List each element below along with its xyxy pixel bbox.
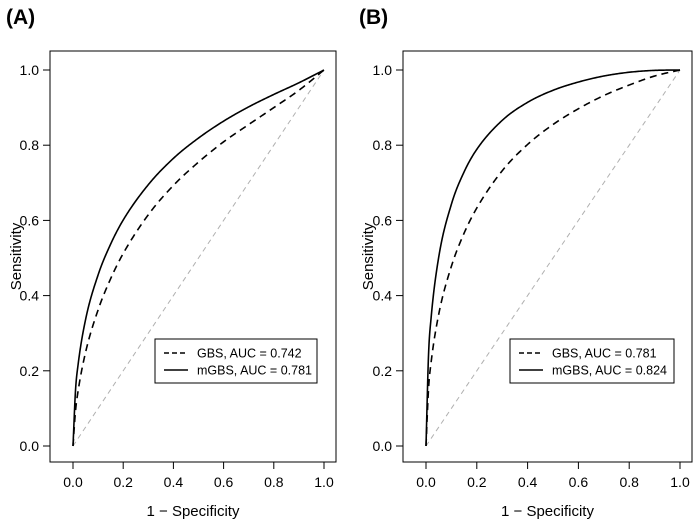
y-axis-label: Sensitivity <box>360 222 377 290</box>
x-tick-label: 0.0 <box>63 474 83 490</box>
plot-frame <box>49 50 337 463</box>
legend-entry: GBS, AUC = 0.742 <box>197 347 302 361</box>
legend-entry: mGBS, AUC = 0.824 <box>552 364 667 378</box>
y-tick-label: 0.2 <box>20 363 40 379</box>
x-tick-label: 0.6 <box>569 474 589 490</box>
panel-label: (B) <box>359 6 388 29</box>
mgbs-roc-curve <box>72 69 325 447</box>
x-tick-label: 0.6 <box>214 474 234 490</box>
y-tick-label: 0.0 <box>373 438 393 454</box>
y-tick-label: 0.6 <box>20 212 40 228</box>
legend-entry: mGBS, AUC = 0.781 <box>197 364 312 378</box>
legend-box <box>509 338 675 384</box>
roc-panel-b: (B) 0.0 0.2 0.4 0.6 0.8 1.0 0.0 0.2 0.4 0.6 0.8 1.0 1… <box>359 6 693 520</box>
y-tick-label: 0.8 <box>373 137 393 153</box>
y-tick-label: 0.2 <box>373 363 393 379</box>
panel-label: (A) <box>6 6 35 29</box>
x-axis-label: 1 − Specificity <box>501 503 594 520</box>
x-tick-label: 1.0 <box>314 474 334 490</box>
x-tick-label: 0.4 <box>518 474 538 490</box>
roc-panel-a: (A) 0.0 0.2 0.4 0.6 0.8 1.0 0.0 0.2 0.4 0.6 0.8 1.0 1… <box>6 6 337 520</box>
x-tick-label: 0.2 <box>467 474 487 490</box>
y-tick-label: 1.0 <box>20 62 40 78</box>
plot-frame <box>402 50 693 463</box>
x-tick-label: 1.0 <box>670 474 690 490</box>
mgbs-roc-curve <box>425 69 681 447</box>
x-tick-label: 0.4 <box>164 474 184 490</box>
gbs-roc-curve <box>425 69 681 447</box>
legend-box <box>154 338 318 384</box>
x-tick-label: 0.0 <box>416 474 436 490</box>
legend: GBS, AUC = 0.742 mGBS, AUC = 0.781 <box>154 338 318 384</box>
y-tick-label: 0.6 <box>373 212 393 228</box>
reference-diagonal <box>425 69 681 447</box>
y-tick-label: 0.0 <box>20 438 40 454</box>
x-tick-label: 0.8 <box>619 474 639 490</box>
y-tick-label: 1.0 <box>373 62 393 78</box>
reference-diagonal <box>72 69 325 447</box>
y-tick-label: 0.4 <box>20 288 40 304</box>
x-tick-label: 0.2 <box>113 474 133 490</box>
y-tick-label: 0.4 <box>373 288 393 304</box>
y-tick-label: 0.8 <box>20 137 40 153</box>
y-axis-label: Sensitivity <box>8 222 25 290</box>
gbs-roc-curve <box>72 69 325 447</box>
legend-entry: GBS, AUC = 0.781 <box>552 347 657 361</box>
x-axis-label: 1 − Specificity <box>147 503 240 520</box>
x-tick-label: 0.8 <box>264 474 284 490</box>
legend: GBS, AUC = 0.781 mGBS, AUC = 0.824 <box>509 338 675 384</box>
